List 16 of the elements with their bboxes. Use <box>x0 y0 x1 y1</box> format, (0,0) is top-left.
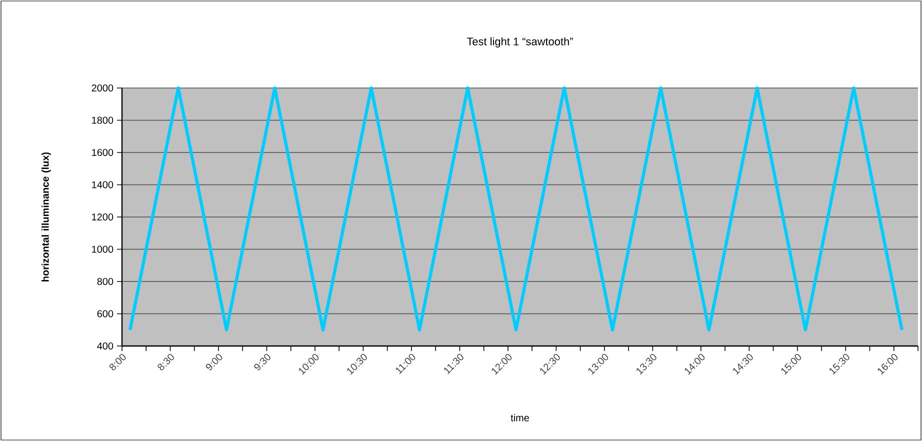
y-tick-label: 1800 <box>92 116 114 124</box>
y-tick-label: 600 <box>97 310 114 318</box>
chart-title: Test light 1 “sawtooth” <box>466 37 573 48</box>
y-tick-label: 2000 <box>92 84 114 92</box>
y-tick-label: 1000 <box>92 246 114 253</box>
y-tick-label: 800 <box>97 278 114 286</box>
y-tick-label: 1400 <box>92 181 114 188</box>
x-tick-label: 8:00 <box>109 354 126 370</box>
x-tick-label: 8:30 <box>158 354 174 370</box>
y-tick-label: 1600 <box>92 148 114 156</box>
y-tick-label: 400 <box>97 342 114 350</box>
x-tick-label: 9:30 <box>254 354 270 370</box>
y-tick-label: 1200 <box>92 213 114 221</box>
x-tick-label: 9:00 <box>206 354 222 370</box>
y-axis-title: horizontal illuminance (lux) <box>42 152 51 282</box>
x-axis-title: time <box>510 414 529 422</box>
